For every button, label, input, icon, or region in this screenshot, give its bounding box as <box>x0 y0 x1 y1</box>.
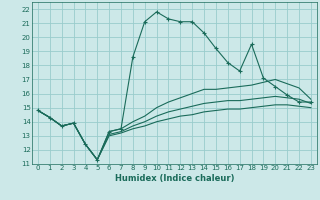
X-axis label: Humidex (Indice chaleur): Humidex (Indice chaleur) <box>115 174 234 183</box>
